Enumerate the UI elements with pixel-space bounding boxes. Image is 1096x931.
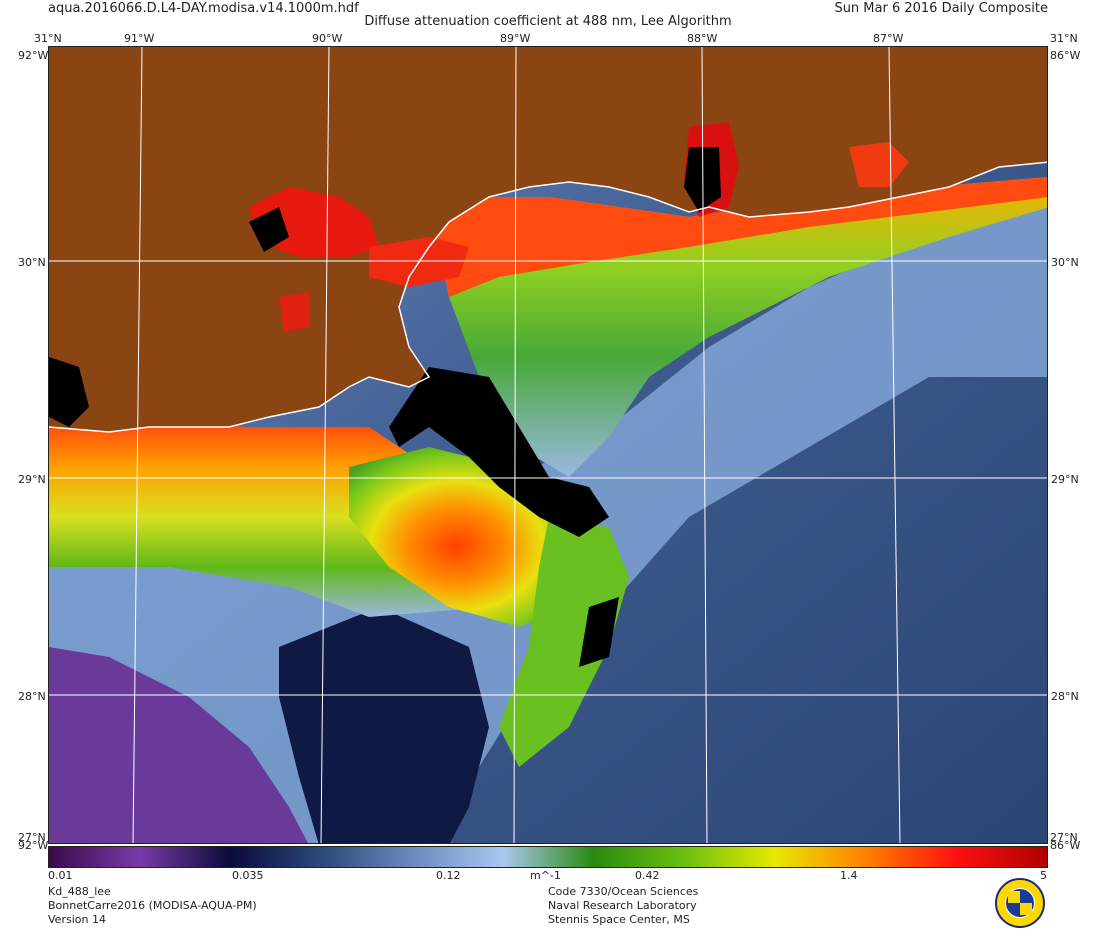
plume-south	[499, 517, 629, 767]
corner-lat-top-right: 31°N	[1050, 32, 1078, 45]
lat-label-right: 28°N	[1051, 690, 1079, 703]
institution-info: Code 7330/Ocean Sciences Naval Research …	[548, 885, 698, 927]
product-title: Diffuse attenuation coefficient at 488 n…	[364, 14, 732, 29]
pensacola-bay	[849, 142, 909, 187]
corner-lon-bottom-right: 86°W	[1050, 839, 1081, 852]
no-data-south	[579, 597, 619, 667]
lon-label-top: 90°W	[312, 32, 343, 45]
corner-lon-top-right: 86°W	[1050, 49, 1081, 62]
composite-date: Sun Mar 6 2016 Daily Composite	[834, 1, 1048, 16]
colorbar-unit: m^-1	[530, 869, 561, 882]
no-data-west	[49, 357, 89, 427]
lat-label-right: 30°N	[1051, 256, 1079, 269]
corner-lon-bottom-left: 92°W	[18, 839, 49, 852]
no-data-delta	[389, 367, 609, 537]
dataset-name: BonnetCarre2016 (MODISA-AQUA-PM)	[48, 899, 257, 912]
coastal-orange-band	[429, 177, 1047, 297]
kd488-map-image	[49, 47, 1047, 843]
colorbar-tick-label: 1.4	[840, 869, 858, 882]
lon-label-top: 91°W	[124, 32, 155, 45]
corner-lat-bottom-right: 27°N	[1050, 831, 1078, 844]
location-label: Stennis Space Center, MS	[548, 913, 690, 926]
version-label: Version 14	[48, 913, 106, 926]
colorbar-tick-label: 5	[1040, 869, 1047, 882]
colorbar-tick-label: 0.42	[635, 869, 660, 882]
colorbar-tick-label: 0.12	[436, 869, 461, 882]
lon-label-top: 87°W	[873, 32, 904, 45]
seal-quadrant	[1008, 891, 1020, 903]
barataria-bay	[279, 292, 309, 332]
colorbar-tick-label: 0.01	[48, 869, 73, 882]
lat-label-left: 30°N	[18, 256, 46, 269]
colorbar	[48, 846, 1048, 868]
no-data-lake	[249, 207, 289, 252]
file-name: aqua.2016066.D.L4-DAY.modisa.v14.1000m.h…	[48, 1, 359, 16]
lab-name: Naval Research Laboratory	[548, 899, 697, 912]
lat-label-left: 28°N	[18, 690, 46, 703]
coastline	[49, 161, 1047, 433]
purple-deep-water	[49, 647, 308, 843]
corner-lon-top-left: 92°W	[18, 49, 49, 62]
corner-lat-bottom-left: 27°N	[18, 831, 46, 844]
lon-label-top: 88°W	[687, 32, 718, 45]
graticule	[49, 47, 1047, 843]
colorbar-tick-label: 0.035	[232, 869, 264, 882]
product-name: Kd_488_lee	[48, 885, 111, 898]
land	[49, 47, 1047, 432]
product-info: Kd_488_lee BonnetCarre2016 (MODISA-AQUA-…	[48, 885, 257, 927]
nrl-seal-icon	[995, 878, 1045, 928]
lon-label-top: 89°W	[500, 32, 531, 45]
dark-deep-water	[279, 607, 489, 843]
corner-lat-top-left: 31°N	[34, 32, 62, 45]
satellite-map	[48, 46, 1048, 844]
lat-label-right: 29°N	[1051, 473, 1079, 486]
code-label: Code 7330/Ocean Sciences	[548, 885, 699, 898]
seal-quadrant	[1020, 903, 1032, 915]
seal-shield	[1005, 888, 1035, 918]
lat-label-left: 29°N	[18, 473, 46, 486]
